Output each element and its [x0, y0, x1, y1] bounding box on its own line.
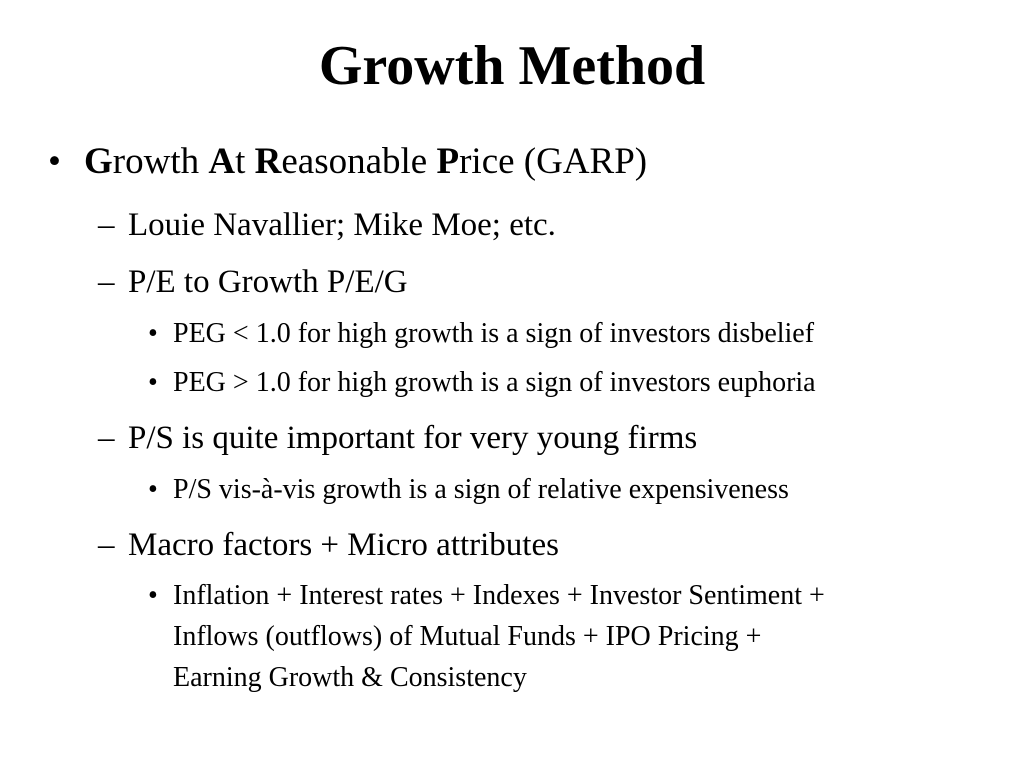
- macro-item-line: Inflation + Interest rates + Indexes + I…: [173, 580, 825, 611]
- macro-item-line: Inflows (outflows) of Mutual Funds + IPO…: [173, 621, 762, 652]
- sub-bullet-macro-text: Macro factors + Micro attributes: [128, 527, 559, 563]
- macro-item-continuation: Inflows (outflows) of Mutual Funds + IPO…: [0, 619, 1024, 655]
- sub-bullet-people: – Louie Navallier; Mike Moe; etc.: [0, 205, 1024, 245]
- sub-bullet-macro: – Macro factors + Micro attributes: [0, 525, 1024, 565]
- initial-a: A: [208, 141, 236, 182]
- bullet-marker: •: [48, 141, 61, 182]
- peg-item: • PEG < 1.0 for high growth is a sign of…: [0, 316, 1024, 352]
- sub-bullet-ps: – P/S is quite important for very young …: [0, 418, 1024, 458]
- dash-marker: –: [98, 207, 115, 243]
- peg-item: • PEG > 1.0 for high growth is a sign of…: [0, 365, 1024, 401]
- peg-item-text: PEG < 1.0 for high growth is a sign of i…: [173, 318, 815, 349]
- ps-item: • P/S vis-à-vis growth is a sign of rela…: [0, 472, 1024, 508]
- dash-marker: –: [98, 527, 115, 563]
- dash-marker: –: [98, 264, 115, 300]
- sub-bullet-peg-text: P/E to Growth P/E/G: [128, 264, 408, 300]
- word-easonable: easonable: [281, 141, 437, 182]
- macro-item-continuation: Earning Growth & Consistency: [0, 660, 1024, 696]
- peg-item-text: PEG > 1.0 for high growth is a sign of i…: [173, 367, 816, 398]
- sub-bullet-ps-text: P/S is quite important for very young fi…: [128, 420, 698, 456]
- sub-bullet-peg: – P/E to Growth P/E/G: [0, 262, 1024, 302]
- bullet-marker: •: [148, 318, 158, 349]
- bullet-marker: •: [148, 580, 158, 611]
- sub-bullet-people-text: Louie Navallier; Mike Moe; etc.: [128, 207, 556, 243]
- bullet-garp-text: Growth At Reasonable Price (GARP): [84, 140, 647, 184]
- slide-title: Growth Method: [318, 35, 706, 97]
- bullet-marker: •: [148, 367, 158, 398]
- bullet-garp: • Growth At Reasonable Price (GARP): [0, 140, 1024, 184]
- initial-r: R: [254, 141, 282, 182]
- word-t: t: [235, 141, 255, 182]
- bullet-marker: •: [148, 474, 158, 505]
- word-rowth: rowth: [112, 141, 209, 182]
- initial-p: P: [436, 141, 460, 182]
- word-rice-garp: rice (GARP): [459, 141, 648, 182]
- macro-item: • Inflation + Interest rates + Indexes +…: [0, 578, 1024, 614]
- ps-item-text: P/S vis-à-vis growth is a sign of relati…: [173, 474, 789, 505]
- initial-g: G: [84, 141, 113, 182]
- dash-marker: –: [98, 420, 115, 456]
- macro-item-line: Earning Growth & Consistency: [173, 662, 527, 693]
